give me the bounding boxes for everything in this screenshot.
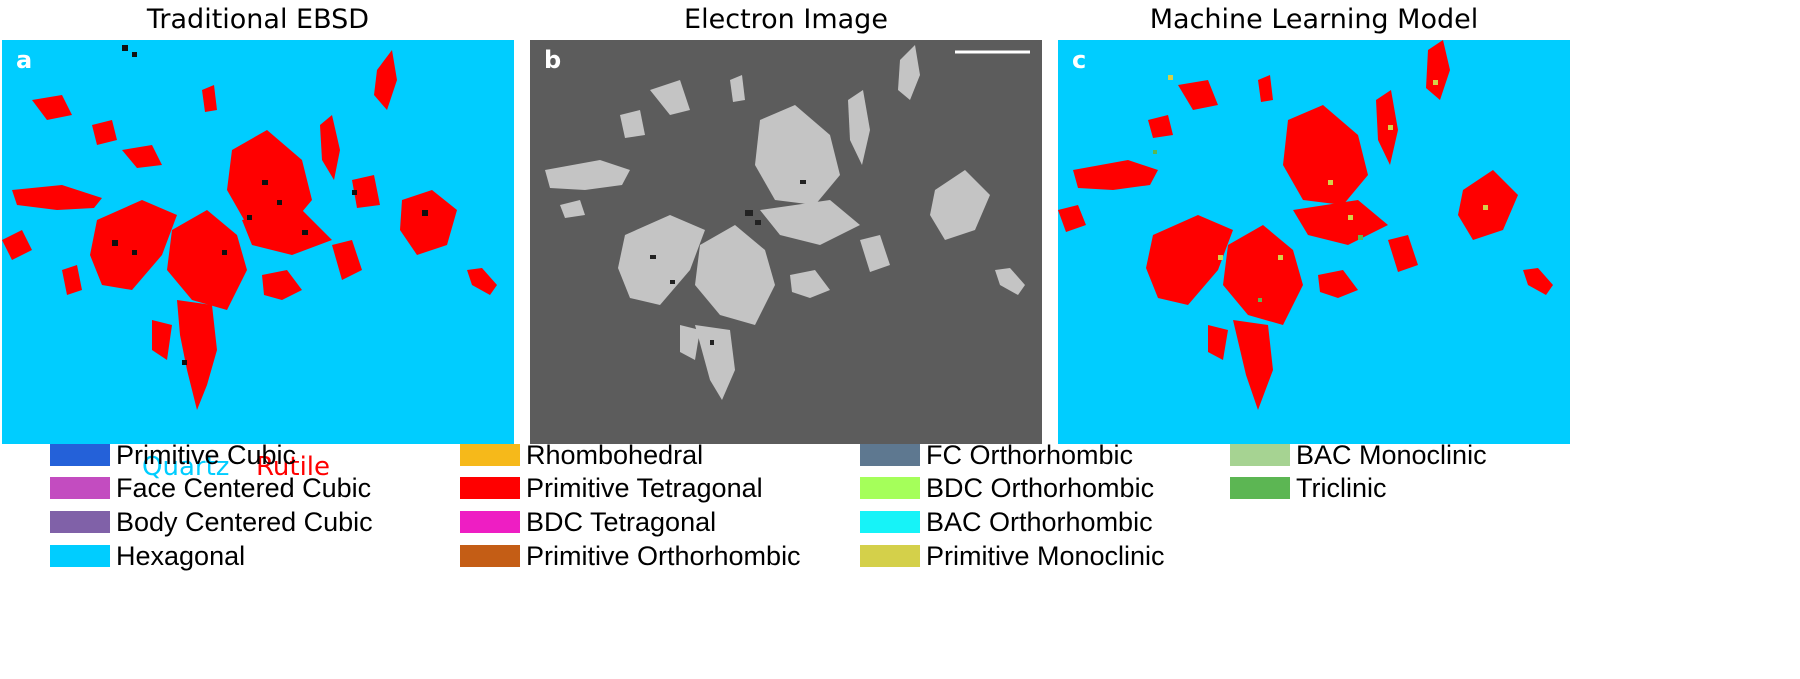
panel-a-title: Traditional EBSD [146, 4, 370, 35]
panel-c-letter: c [1072, 46, 1087, 74]
legend-swatch [860, 477, 920, 499]
legend-item: FC Orthorhombic [860, 438, 1133, 472]
legend-item: Face Centered Cubic [50, 471, 371, 505]
panel-b-letter: b [544, 46, 562, 74]
legend-label: BAC Orthorhombic [926, 506, 1153, 537]
legend-item: BDC Tetragonal [460, 505, 716, 539]
legend-label: BDC Orthorhombic [926, 472, 1155, 503]
electron-image: b [530, 40, 1042, 444]
rutile-label: Rutile [256, 452, 331, 482]
ml-phase-map: c [1058, 40, 1570, 444]
ml-map-graphic [1058, 40, 1570, 444]
legend-item: Primitive Cubic [50, 438, 296, 472]
legend-swatch [860, 511, 920, 533]
legend-label: Triclinic [1296, 472, 1387, 503]
legend-item: BAC Orthorhombic [860, 505, 1153, 539]
legend-swatch [860, 444, 920, 466]
legend-label: Hexagonal [116, 540, 246, 571]
legend-item: Rhombohedral [460, 438, 703, 472]
legend-label: Primitive Monoclinic [926, 540, 1165, 571]
legend-item: Primitive Tetragonal [460, 471, 763, 505]
ebsd-phase-map: a [2, 40, 514, 444]
legend-label: BAC Monoclinic [1296, 439, 1487, 470]
legend-swatch [50, 444, 110, 466]
panel-c-title: Machine Learning Model [1149, 4, 1479, 35]
legend-label: Body Centered Cubic [116, 506, 373, 537]
legend-swatch [460, 477, 520, 499]
legend-item: Primitive Orthorhombic [460, 539, 801, 573]
legend-item: Body Centered Cubic [50, 505, 373, 539]
ebsd-map-graphic [2, 40, 514, 444]
legend-swatch [1230, 444, 1290, 466]
legend-item: BAC Monoclinic [1230, 438, 1487, 472]
electron-image-graphic [530, 40, 1042, 444]
legend-item: Triclinic [1230, 471, 1387, 505]
legend-swatch [460, 511, 520, 533]
panel-a-letter: a [16, 46, 33, 74]
legend-item: BDC Orthorhombic [860, 471, 1154, 505]
panel-b-title: Electron Image [684, 4, 888, 35]
legend-label: Primitive Cubic [116, 439, 297, 470]
legend-label: Rhombohedral [526, 439, 704, 470]
legend-label: BDC Tetragonal [526, 506, 717, 537]
legend-swatch [1230, 477, 1290, 499]
quartz-label: Quartz [142, 452, 230, 482]
legend-swatch [460, 444, 520, 466]
legend-swatch [50, 511, 110, 533]
legend-swatch [860, 545, 920, 567]
legend-swatch [50, 477, 110, 499]
legend-label: Face Centered Cubic [116, 472, 372, 503]
legend-item: Hexagonal [50, 539, 245, 573]
legend-item: Primitive Monoclinic [860, 539, 1165, 573]
legend-swatch [50, 545, 110, 567]
legend-swatch [460, 545, 520, 567]
legend-label: Primitive Tetragonal [526, 472, 763, 503]
legend-label: Primitive Orthorhombic [526, 540, 801, 571]
legend-label: FC Orthorhombic [926, 439, 1134, 470]
